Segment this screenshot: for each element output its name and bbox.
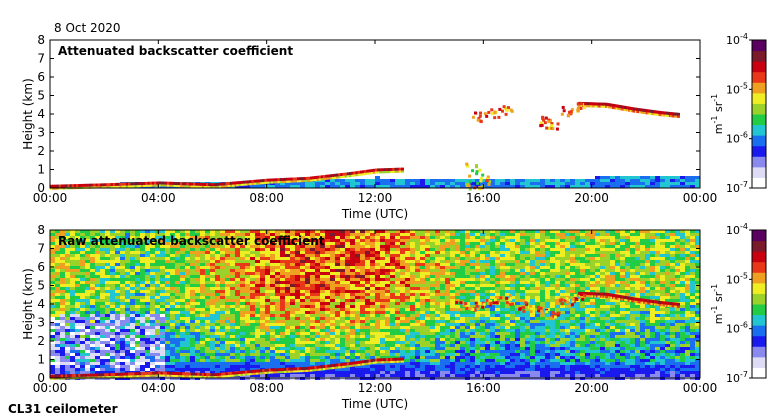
colorbar-segment <box>752 61 766 73</box>
colorbar-tick-label: 10-5 <box>726 81 748 96</box>
cloud-layers <box>50 291 680 380</box>
x-tick-label: 00:00 <box>33 191 68 205</box>
panel-title: Attenuated backscatter coefficient <box>58 44 293 58</box>
plot-area <box>50 40 700 188</box>
y-tick-label: 0 <box>37 181 45 195</box>
colorbar-segment <box>752 314 766 326</box>
y-tick-label: 1 <box>37 353 45 367</box>
panel-title: Raw attenuated backscatter coefficient <box>58 234 325 248</box>
x-tick-label: 20:00 <box>574 381 609 395</box>
colorbar-segment <box>752 346 766 358</box>
y-tick-label: 0 <box>37 371 45 385</box>
y-tick-label: 7 <box>37 52 45 66</box>
colorbar-segment <box>752 230 766 242</box>
colorbar-tick-label: 10-4 <box>726 222 748 237</box>
x-axis-label: Time (UTC) <box>341 397 408 411</box>
y-tick-label: 6 <box>37 260 45 274</box>
x-axis-label: Time (UTC) <box>341 207 408 221</box>
colorbar-tick-label: 10-5 <box>726 271 748 286</box>
heatmap-panel-2: Raw attenuated backscatter coefficient00… <box>21 222 767 411</box>
x-tick-label: 04:00 <box>141 381 176 395</box>
colorbar-segment <box>752 103 766 115</box>
y-tick-label: 4 <box>37 297 45 311</box>
colorbar-tick-label: 10-7 <box>726 180 748 195</box>
colorbar: 10-4 10-5 10-6 10-7 m-1 sr-1 <box>710 222 767 385</box>
date-label: 8 Oct 2020 <box>54 21 121 35</box>
x-tick-label: 08:00 <box>249 381 284 395</box>
colorbar-frame <box>751 229 767 379</box>
colorbar-segment <box>752 251 766 263</box>
colorbar-segment <box>752 272 766 284</box>
y-tick-label: 5 <box>37 279 45 293</box>
colorbar-segment <box>752 156 766 168</box>
colorbar-tick-label: 10-6 <box>726 131 748 146</box>
x-tick-label: 12:00 <box>358 191 393 205</box>
x-tick-label: 00:00 <box>683 191 718 205</box>
colorbar-segment <box>752 92 766 104</box>
colorbar-segment <box>752 335 766 347</box>
colorbar-segment <box>752 177 766 189</box>
colorbar-tick-label: 10-4 <box>726 32 748 47</box>
y-tick-label: 6 <box>37 70 45 84</box>
x-tick-label: 00:00 <box>683 381 718 395</box>
instrument-label: CL31 ceilometer <box>8 402 118 416</box>
y-tick-label: 2 <box>37 144 45 158</box>
y-tick-label: 8 <box>37 223 45 237</box>
y-tick-label: 2 <box>37 334 45 348</box>
colorbar-unit: m-1 sr-1 <box>710 284 725 324</box>
y-tick-label: 3 <box>37 316 45 330</box>
colorbar-segment <box>752 71 766 83</box>
colorbar-segment <box>752 50 766 62</box>
x-tick-label: 16:00 <box>466 191 501 205</box>
y-tick-label: 8 <box>37 33 45 47</box>
colorbar-segment <box>752 356 766 368</box>
colorbar-segment <box>752 325 766 337</box>
colorbar-segment <box>752 135 766 147</box>
colorbar-segment <box>752 261 766 273</box>
x-tick-label: 20:00 <box>574 191 609 205</box>
y-tick-label: 5 <box>37 89 45 103</box>
x-tick-label: 00:00 <box>33 381 68 395</box>
colorbar-segment <box>752 293 766 305</box>
x-tick-label: 08:00 <box>249 191 284 205</box>
colorbar-tick-label: 10-7 <box>726 370 748 385</box>
x-tick-label: 16:00 <box>466 381 501 395</box>
colorbar-segment <box>752 304 766 316</box>
colorbar-segment <box>752 40 766 52</box>
x-tick-label: 12:00 <box>358 381 393 395</box>
colorbar-tick-label: 10-6 <box>726 321 748 336</box>
colorbar: 10-4 10-5 10-6 10-7 m-1 sr-1 <box>710 32 767 195</box>
colorbar-segment <box>752 240 766 252</box>
colorbar-unit: m-1 sr-1 <box>710 94 725 134</box>
y-tick-label: 1 <box>37 163 45 177</box>
backscatter-field <box>50 230 700 380</box>
colorbar-segment <box>752 166 766 178</box>
colorbar-segment <box>752 114 766 126</box>
colorbar-frame <box>751 39 767 189</box>
colorbar-segment <box>752 145 766 157</box>
colorbar-segment <box>752 367 766 379</box>
colorbar-segment <box>752 82 766 94</box>
x-tick-label: 04:00 <box>141 191 176 205</box>
y-axis-label: Height (km) <box>21 78 35 149</box>
y-tick-label: 7 <box>37 242 45 256</box>
colorbar-segment <box>752 282 766 294</box>
y-tick-label: 4 <box>37 107 45 121</box>
y-axis-label: Height (km) <box>21 268 35 339</box>
colorbar-segment <box>752 124 766 136</box>
y-tick-label: 3 <box>37 126 45 140</box>
